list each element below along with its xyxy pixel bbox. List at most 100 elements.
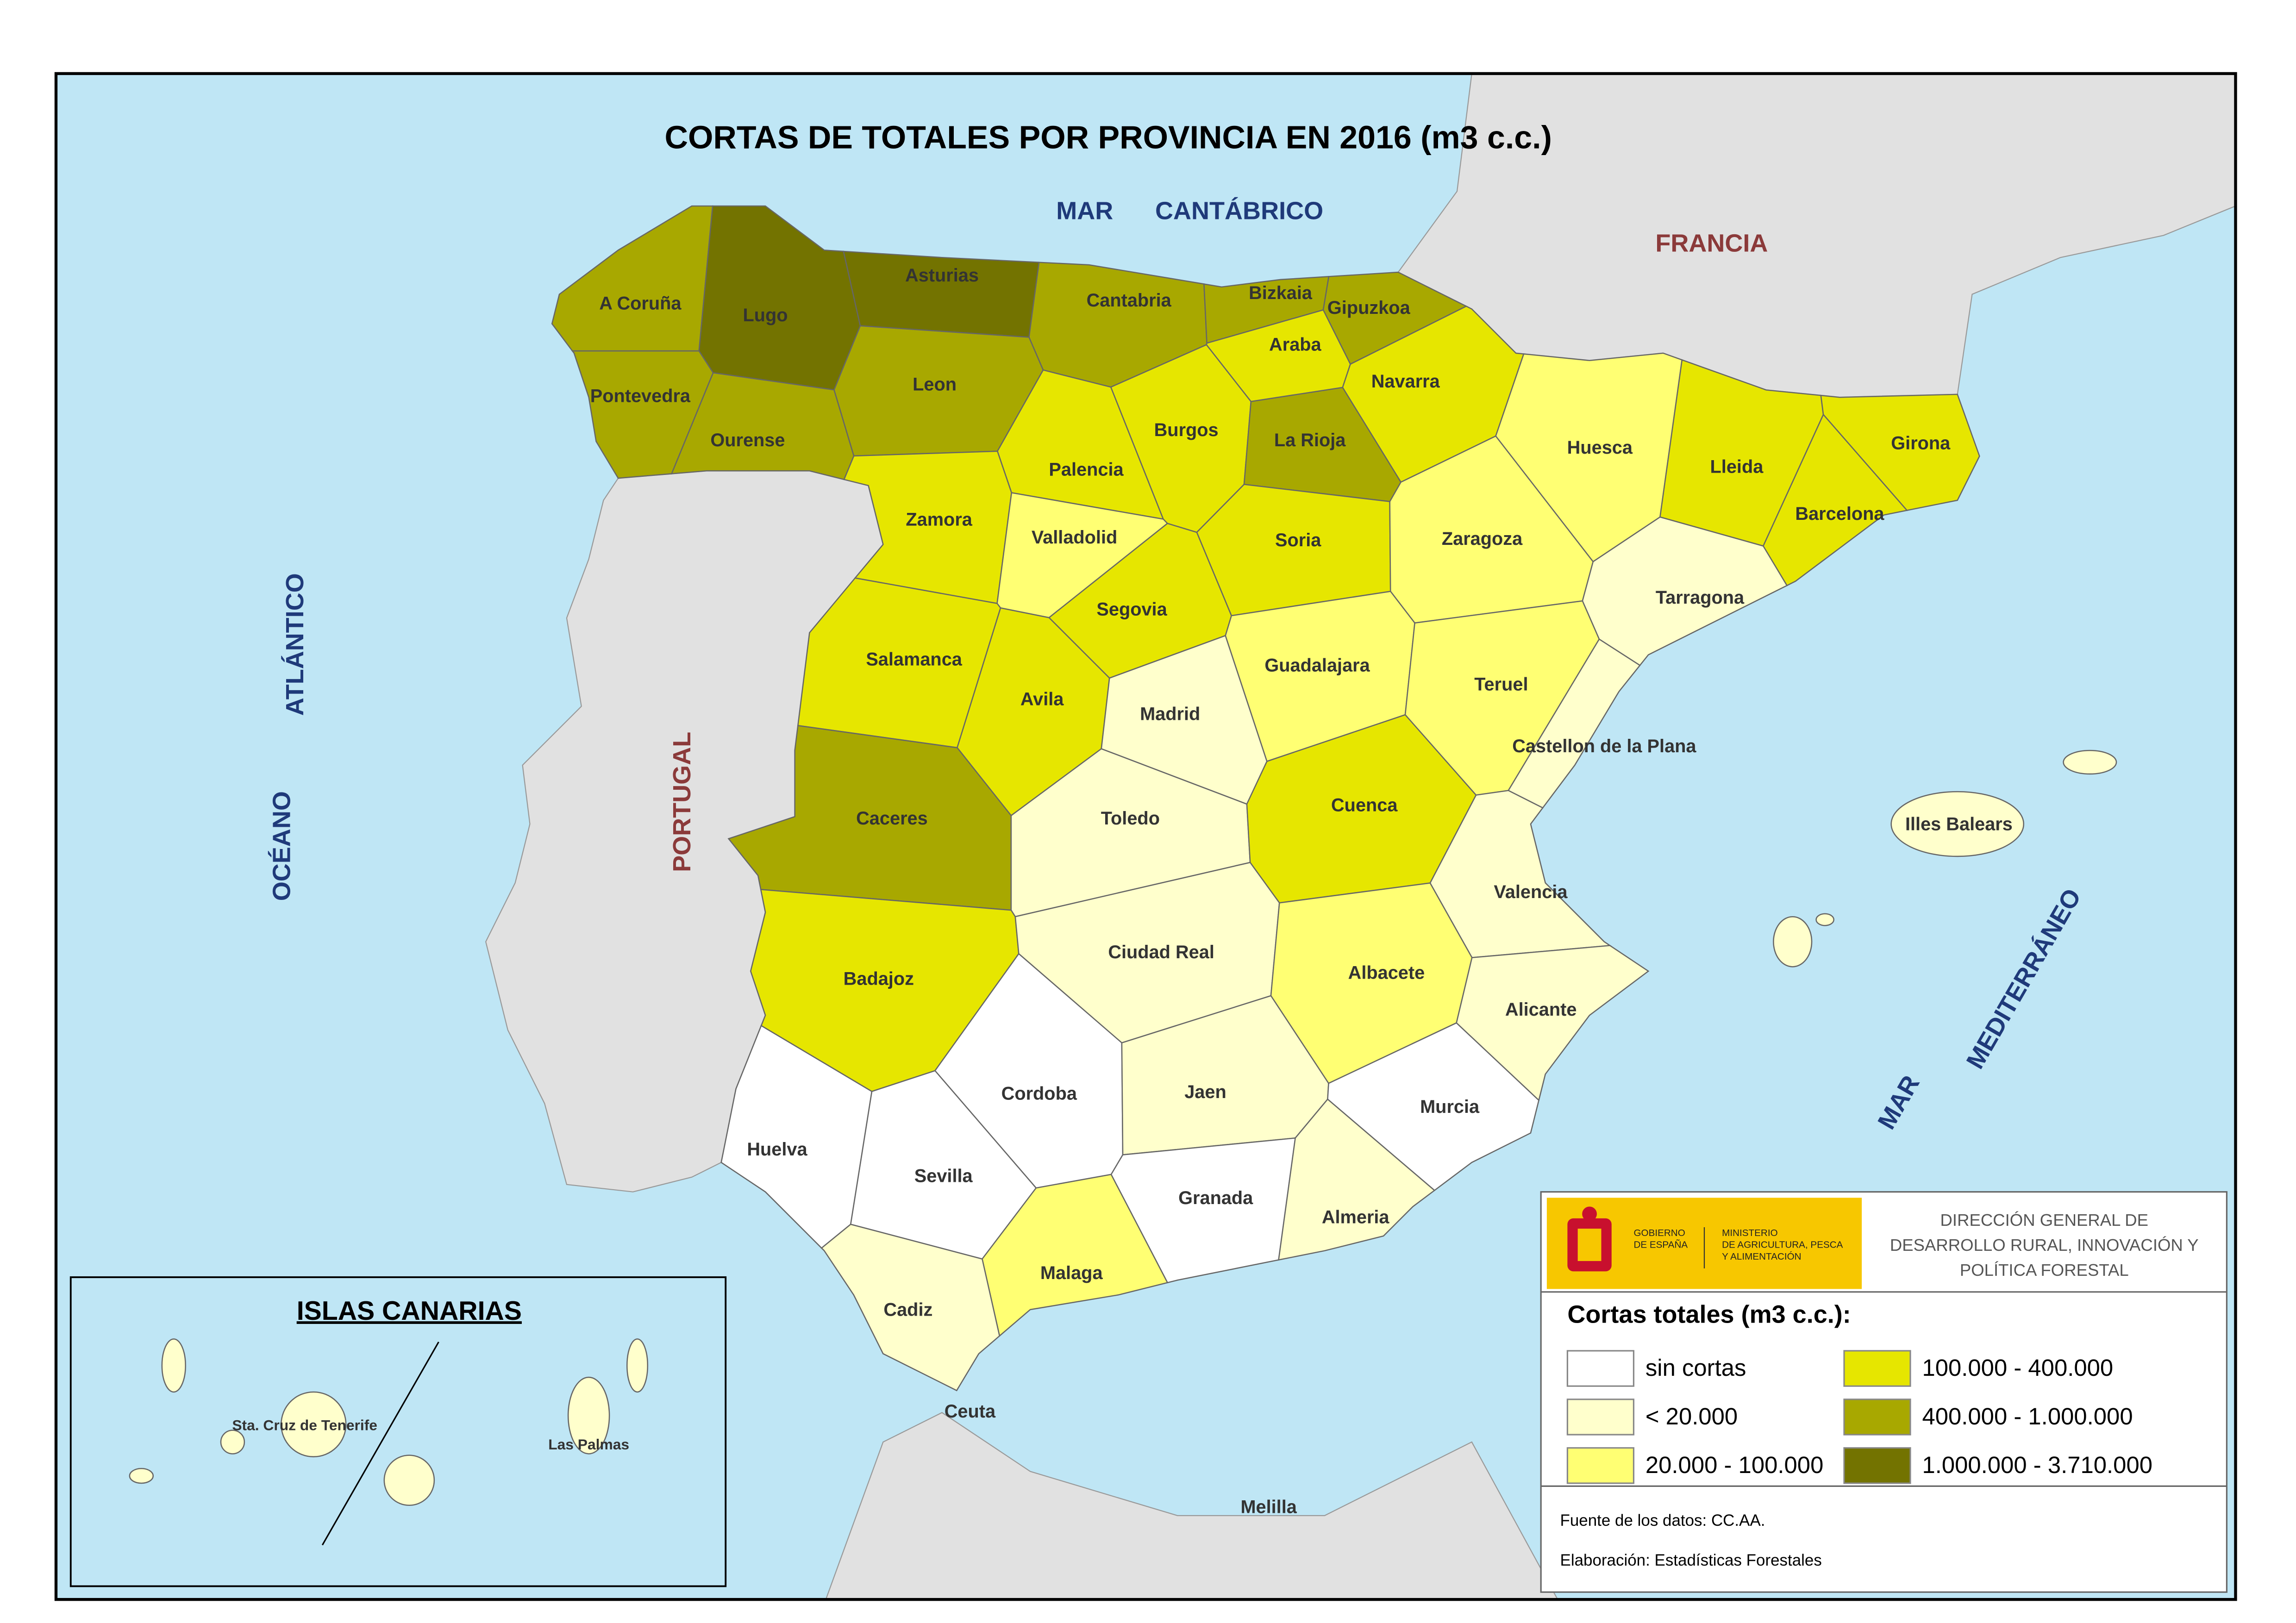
sea-label: ATLÁNTICO — [281, 573, 309, 716]
province-label: Pontevedra — [590, 386, 691, 406]
legend-label: 20.000 - 100.000 — [1645, 1452, 1823, 1478]
province-label: Palencia — [1049, 460, 1124, 480]
province-label: A Coruña — [599, 293, 682, 313]
province-label: La Rioja — [1274, 430, 1346, 450]
sea-label: OCÉANO — [268, 791, 295, 901]
province-label: Badajoz — [844, 968, 914, 989]
department: DIRECCIÓN GENERAL DE — [1940, 1211, 2148, 1230]
logo-text: GOBIERNO — [1633, 1228, 1685, 1238]
island — [161, 1338, 186, 1393]
province-label: Ciudad Real — [1108, 942, 1214, 962]
province-label: Teruel — [1474, 674, 1528, 695]
map-body — [56, 73, 2236, 1600]
province-label: Asturias — [905, 265, 979, 286]
logo-text: DE ESPAÑA — [1633, 1239, 1688, 1250]
province-label: Burgos — [1154, 420, 1219, 440]
province-label: Leon — [913, 374, 957, 394]
province — [843, 250, 1040, 338]
province-label: Girona — [1891, 433, 1951, 453]
department: DESARROLLO RURAL, INNOVACIÓN Y — [1890, 1236, 2199, 1255]
province-label: Huelva — [747, 1139, 807, 1160]
province-label: Segovia — [1096, 599, 1167, 620]
logo-text: DE AGRICULTURA, PESCA — [1722, 1239, 1843, 1250]
province-label: Cuenca — [1331, 795, 1398, 815]
province-label: Sevilla — [914, 1166, 973, 1186]
province-label: Jaen — [1184, 1082, 1226, 1102]
legend-swatch — [1566, 1398, 1635, 1436]
legend-swatch — [1566, 1447, 1635, 1484]
inset-divider — [321, 1342, 439, 1546]
island — [1815, 913, 1835, 926]
province-label: Barcelona — [1795, 504, 1884, 524]
province-label: Bizkaia — [1249, 283, 1313, 303]
province — [1456, 945, 1650, 1102]
province-label: Murcia — [1420, 1097, 1480, 1117]
inset-islands: Sta. Cruz de Tenerife Las Palmas — [129, 1338, 649, 1506]
province-label: Cadiz — [883, 1300, 932, 1320]
legend-swatch — [1566, 1350, 1635, 1387]
sea-label: CANTÁBRICO — [1155, 197, 1323, 225]
province-label: Soria — [1275, 530, 1321, 550]
island — [129, 1467, 154, 1484]
province-label: Granada — [1178, 1188, 1253, 1208]
island — [567, 1376, 610, 1454]
province-label: Lleida — [1710, 456, 1764, 477]
province-label: Salamanca — [866, 649, 962, 670]
province-label: Alicante — [1505, 999, 1577, 1020]
province-label: Huesca — [1567, 437, 1633, 458]
legend-swatch — [1843, 1447, 1911, 1484]
province-label: Caceres — [856, 808, 928, 829]
island-label: Illes Balears — [1905, 814, 2013, 835]
island — [281, 1391, 347, 1458]
africa — [825, 1412, 1558, 1600]
province-label: Valencia — [1494, 882, 1568, 902]
department: POLÍTICA FORESTAL — [1960, 1261, 2129, 1280]
legend-label: < 20.000 — [1645, 1403, 1738, 1429]
legend-label: 100.000 - 400.000 — [1922, 1355, 2113, 1381]
province-label: Guadalajara — [1264, 655, 1370, 675]
province-label: Almeria — [1322, 1207, 1390, 1227]
province-label: Malaga — [1040, 1263, 1103, 1283]
province-label: Avila — [1020, 689, 1064, 710]
province — [820, 1223, 1001, 1392]
province-label: Araba — [1269, 334, 1321, 355]
country-label: PORTUGAL — [668, 732, 696, 872]
province-label: Castellon de la Plana — [1512, 736, 1696, 756]
province — [1278, 1098, 1436, 1261]
province-label: Navarra — [1371, 371, 1440, 392]
legend: sin cortas < 20.000 20.000 - 100.000 100.00… — [1566, 1350, 2152, 1484]
province-label: Madrid — [1140, 704, 1200, 724]
legend-label: sin cortas — [1645, 1355, 1746, 1381]
province-label: Cantabria — [1087, 290, 1172, 311]
island — [626, 1338, 649, 1393]
coat-of-arms — [1567, 1206, 1612, 1272]
province-label: Toledo — [1101, 808, 1160, 829]
frame — [54, 72, 2237, 1601]
credit: Elaboración: Estadísticas Forestales — [1560, 1551, 1822, 1569]
island — [220, 1429, 245, 1454]
province-label: Gipuzkoa — [1327, 298, 1411, 318]
province-label: Zaragoza — [1442, 529, 1523, 549]
province-label: Cordoba — [1001, 1083, 1077, 1104]
province-label: Valladolid — [1032, 527, 1117, 548]
country-label: FRANCIA — [1655, 230, 1768, 257]
legend-swatch — [1843, 1350, 1911, 1387]
island — [2063, 749, 2117, 775]
city-label: Ceuta — [945, 1401, 996, 1422]
island — [383, 1454, 435, 1506]
inset-title: ISLAS CANARIAS — [297, 1296, 522, 1326]
inset-label: Las Palmas — [548, 1436, 629, 1453]
legend-swatch — [1843, 1398, 1911, 1436]
province-label: Albacete — [1348, 963, 1425, 983]
source: Fuente de los datos: CC.AA. — [1560, 1511, 1765, 1529]
legend-title: Cortas totales (m3 c.c.): — [1567, 1301, 1851, 1329]
logo-text: MINISTERIO — [1722, 1228, 1777, 1238]
province-label: Ourense — [710, 430, 785, 450]
island — [1890, 791, 2025, 857]
inset-label: Sta. Cruz de Tenerife — [232, 1417, 377, 1434]
sea-label: MAR — [1056, 197, 1113, 225]
inset-box — [69, 1276, 727, 1587]
logo-text: Y ALIMENTACIÓN — [1722, 1251, 1801, 1262]
province — [571, 350, 714, 479]
